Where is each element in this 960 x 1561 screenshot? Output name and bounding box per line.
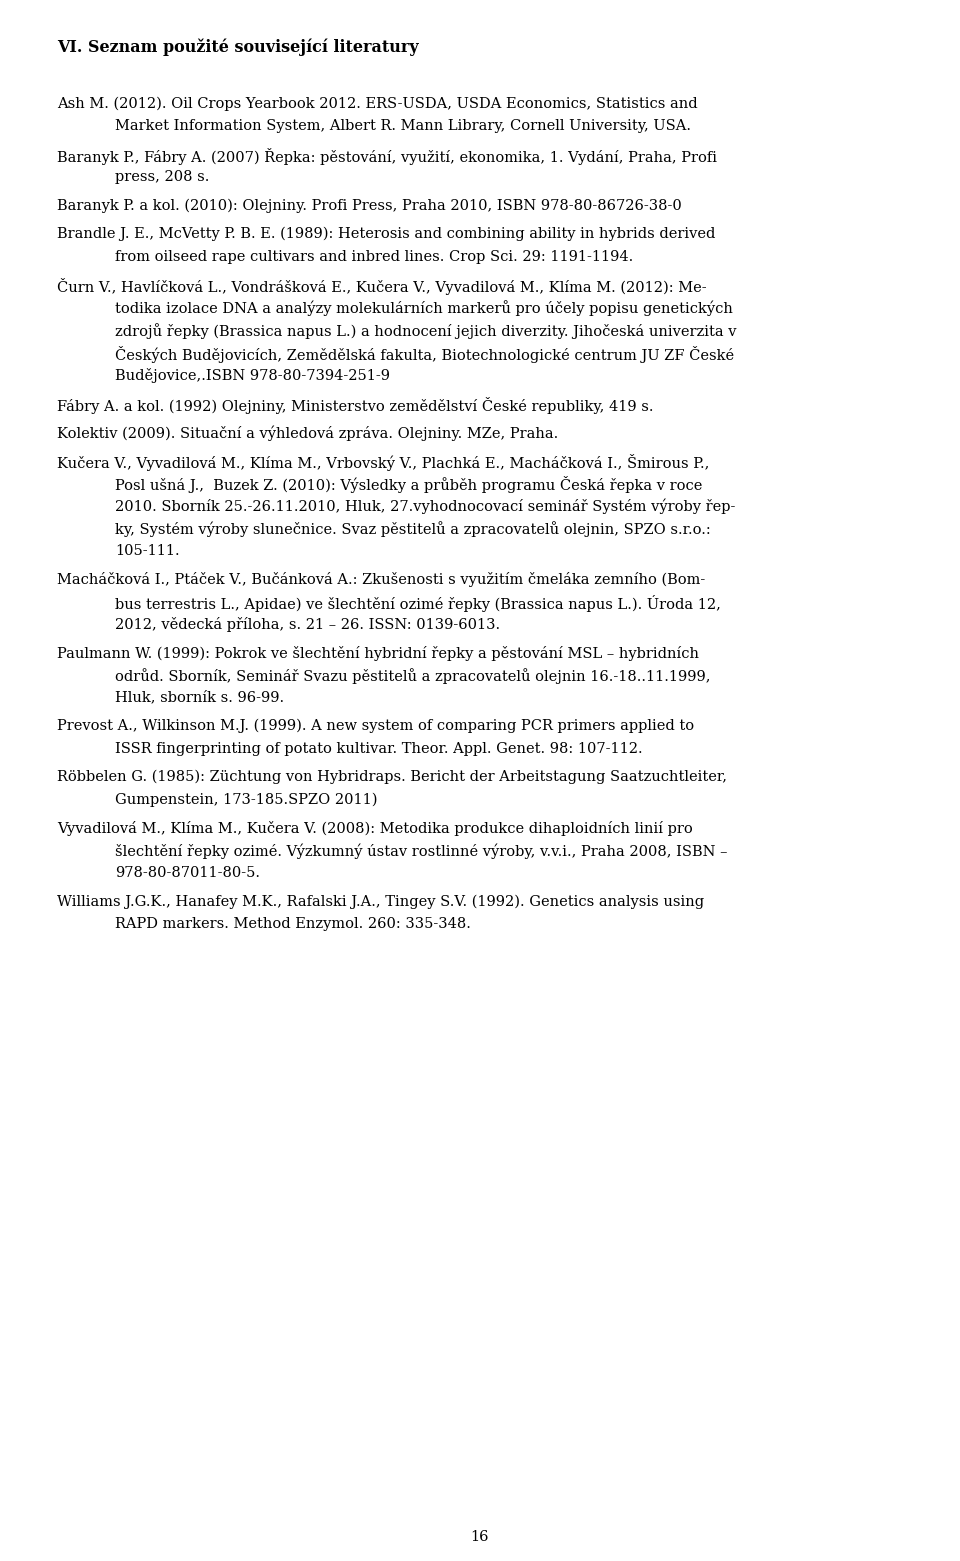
Text: from oilseed rape cultivars and inbred lines. Crop Sci. 29: 1191-1194.: from oilseed rape cultivars and inbred l… [115,250,634,264]
Text: VI. Seznam použité související literatury: VI. Seznam použité související literatur… [57,37,419,56]
Text: bus terrestris L., Apidae) ve šlechtění ozimé řepky (Brassica napus L.). Úroda 1: bus terrestris L., Apidae) ve šlechtění … [115,595,721,612]
Text: todika izolace DNA a analýzy molekulárních markerů pro účely popisu genetických: todika izolace DNA a analýzy molekulární… [115,301,732,317]
Text: 2012, vědecká příloha, s. 21 – 26. ISSN: 0139-6013.: 2012, vědecká příloha, s. 21 – 26. ISSN:… [115,617,500,632]
Text: 16: 16 [470,1530,490,1544]
Text: ky, Systém výroby slunečnice. Svaz pěstitelů a zpracovatelů olejnin, SPZO s.r.o.: ky, Systém výroby slunečnice. Svaz pěsti… [115,521,710,537]
Text: Kolektiv (2009). Situační a výhledová zpráva. Olejniny. MZe, Praha.: Kolektiv (2009). Situační a výhledová zp… [57,425,559,440]
Text: 978-80-87011-80-5.: 978-80-87011-80-5. [115,866,260,880]
Text: Fábry A. a kol. (1992) Olejniny, Ministerstvo zemědělství České republiky, 419 s: Fábry A. a kol. (1992) Olejniny, Ministe… [57,396,654,414]
Text: Budějovice,.ISBN 978-80-7394-251-9: Budějovice,.ISBN 978-80-7394-251-9 [115,368,390,382]
Text: Market Information System, Albert R. Mann Library, Cornell University, USA.: Market Information System, Albert R. Man… [115,119,691,133]
Text: press, 208 s.: press, 208 s. [115,170,209,184]
Text: Českých Budějovicích, Zemědělská fakulta, Biotechnologické centrum JU ZF České: Českých Budějovicích, Zemědělská fakulta… [115,345,734,362]
Text: RAPD markers. Method Enzymol. 260: 335-348.: RAPD markers. Method Enzymol. 260: 335-3… [115,916,470,930]
Text: Posl ušná J.,  Buzek Z. (2010): Výsledky a průběh programu Česká řepka v roce: Posl ušná J., Buzek Z. (2010): Výsledky … [115,476,703,493]
Text: zdrojů řepky (Brassica napus L.) a hodnocení jejich diverzity. Jihočeská univerz: zdrojů řepky (Brassica napus L.) a hodno… [115,323,736,339]
Text: Čurn V., Havlíčková L., Vondrášková E., Kučera V., Vyvadilová M., Klíma M. (201: Čurn V., Havlíčková L., Vondrášková E., … [57,278,707,295]
Text: Brandle J. E., McVetty P. B. E. (1989): Heterosis and combining ability in hybri: Brandle J. E., McVetty P. B. E. (1989): … [57,226,715,242]
Text: Ash M. (2012). Oil Crops Yearbook 2012. ERS-USDA, USDA Economics, Statistics and: Ash M. (2012). Oil Crops Yearbook 2012. … [57,97,698,111]
Text: šlechtění řepky ozimé. Výzkumný ústav rostlinné výroby, v.v.i., Praha 2008, ISBN: šlechtění řepky ozimé. Výzkumný ústav ro… [115,843,728,859]
Text: Baranyk P., Fábry A. (2007) Řepka: pěstování, využití, ekonomika, 1. Vydání, Pra: Baranyk P., Fábry A. (2007) Řepka: pěsto… [57,147,717,164]
Text: 2010. Sborník 25.-26.11.2010, Hluk, 27.vyhodnocovací seminář Systém výroby řep-: 2010. Sborník 25.-26.11.2010, Hluk, 27.v… [115,498,735,514]
Text: Williams J.G.K., Hanafey M.K., Rafalski J.A., Tingey S.V. (1992). Genetics analy: Williams J.G.K., Hanafey M.K., Rafalski … [57,894,704,909]
Text: odrůd. Sborník, Seminář Svazu pěstitelů a zpracovatelů olejnin 16.-18..11.1999,: odrůd. Sborník, Seminář Svazu pěstitelů … [115,668,710,684]
Text: Prevost A., Wilkinson M.J. (1999). A new system of comparing PCR primers applied: Prevost A., Wilkinson M.J. (1999). A new… [57,720,694,734]
Text: ISSR fingerprinting of potato kultivar. Theor. Appl. Genet. 98: 107-112.: ISSR fingerprinting of potato kultivar. … [115,741,642,756]
Text: Gumpenstein, 173-185.SPZO 2011): Gumpenstein, 173-185.SPZO 2011) [115,793,377,807]
Text: Hluk, sborník s. 96-99.: Hluk, sborník s. 96-99. [115,690,284,704]
Text: Röbbelen G. (1985): Züchtung von Hybridraps. Bericht der Arbeitstagung Saatzucht: Röbbelen G. (1985): Züchtung von Hybridr… [57,770,727,784]
Text: 105-111.: 105-111. [115,543,180,557]
Text: Vyvadilová M., Klíma M., Kučera V. (2008): Metodika produkce dihaploidních lini: Vyvadilová M., Klíma M., Kučera V. (200… [57,821,693,837]
Text: Baranyk P. a kol. (2010): Olejniny. Profi Press, Praha 2010, ISBN 978-80-86726-3: Baranyk P. a kol. (2010): Olejniny. Prof… [57,198,682,212]
Text: Macháčková I., Ptáček V., Bučánková A.: Zkušenosti s využitím čmeláka zemního (B: Macháčková I., Ptáček V., Bučánková A.: … [57,571,706,587]
Text: Paulmann W. (1999): Pokrok ve šlechtění hybridní řepky a pěstování MSL – hybridn: Paulmann W. (1999): Pokrok ve šlechtění … [57,646,699,660]
Text: Kučera V., Vyvadilová M., Klíma M., Vrbovský V., Plachká E., Macháčková I., Šmi: Kučera V., Vyvadilová M., Klíma M., Vrb… [57,454,709,470]
